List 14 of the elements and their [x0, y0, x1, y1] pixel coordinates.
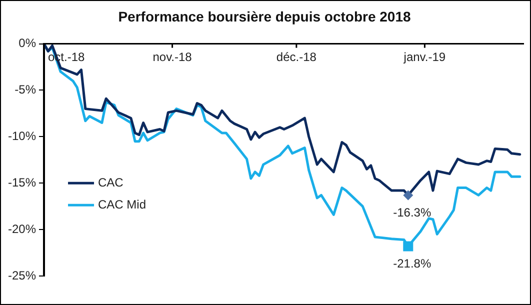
- x-tick-label: janv.-19: [402, 50, 446, 64]
- chart-title: Performance boursière depuis octobre 2018: [118, 8, 411, 24]
- x-tick-label: nov.-18: [152, 50, 192, 64]
- x-tick-label: déc.-18: [276, 50, 317, 64]
- y-tick-label: -5%: [14, 82, 36, 97]
- legend-label: CAC Mid: [98, 197, 146, 212]
- y-tick-label: -25%: [8, 268, 36, 282]
- annotation: -16.3%: [393, 206, 432, 220]
- y-tick-label: -20%: [8, 222, 36, 236]
- y-tick-label: -15%: [8, 175, 36, 190]
- y-tick-label: 0%: [18, 36, 36, 50]
- legend-label: CAC: [98, 175, 124, 190]
- y-tick-label: -10%: [8, 128, 36, 143]
- annotation: -21.8%: [393, 256, 432, 271]
